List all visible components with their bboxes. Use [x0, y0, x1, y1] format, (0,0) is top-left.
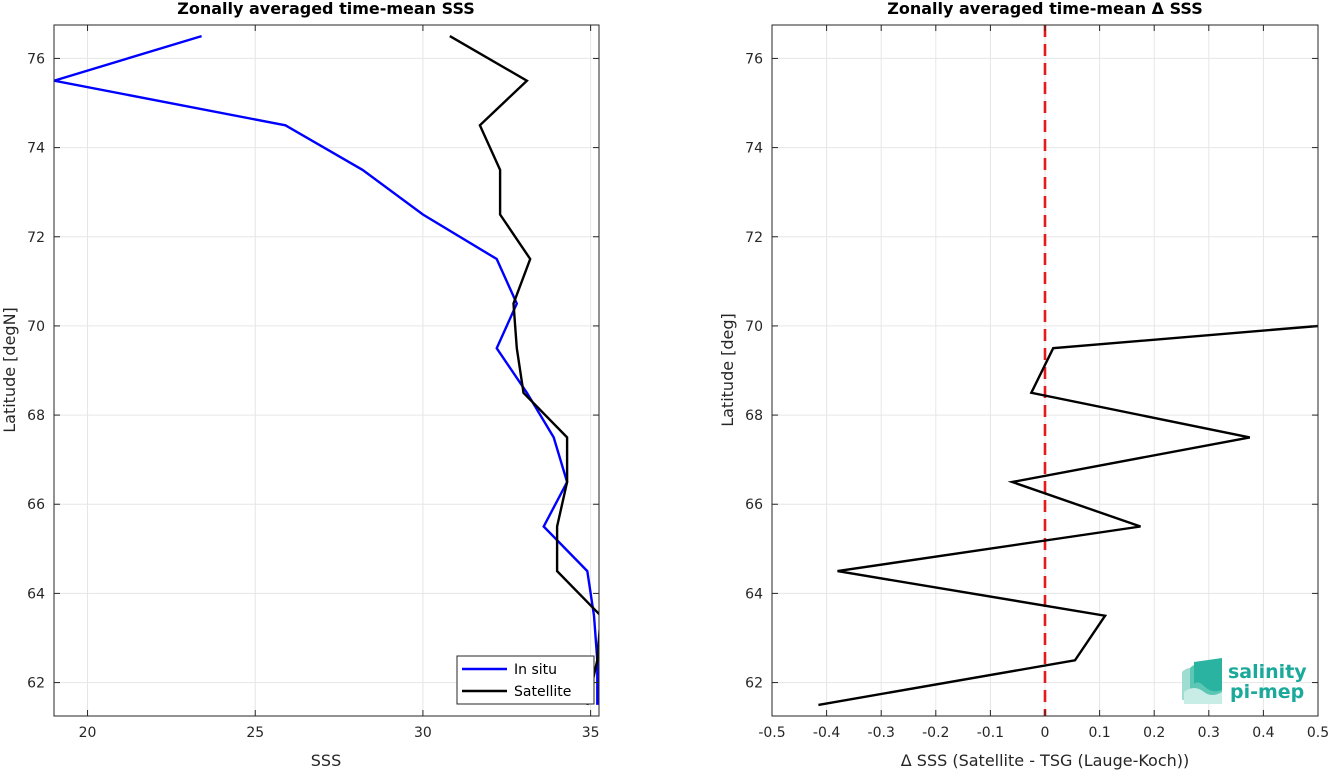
right-y-tick-label: 76: [745, 51, 763, 67]
right-chart: -0.5 -0.4 -0.3 -0.2 -0.1 0 0.1 0.2 0.3 0.4 0.5 62 64…: [718, 0, 1329, 770]
left-y-tick-label: 64: [27, 586, 45, 602]
left-y-tick-label: 68: [27, 408, 45, 424]
left-series-line-in-situ: [54, 34, 599, 705]
right-x-tick-label: 0.1: [1088, 725, 1110, 741]
left-ticks: 20 25 30 35 62 64 66 68 70 72 74 76: [27, 25, 600, 741]
left-x-tick-label: 25: [246, 725, 264, 741]
left-x-tick-label: 20: [79, 725, 97, 741]
right-x-axis-label: Δ SSS (Satellite - TSG (Lauge-Koch)): [901, 751, 1190, 770]
right-series-group: [818, 25, 1318, 716]
right-x-tick-label: -0.2: [922, 725, 949, 741]
left-y-tick-label: 72: [27, 230, 45, 246]
right-y-tick-label: 64: [745, 586, 763, 602]
left-gridlines: [54, 25, 599, 716]
left-x-tick-label: 30: [414, 725, 432, 741]
right-x-tick-label: -0.3: [868, 725, 895, 741]
left-chart: 20 25 30 35 62 64 66 68 70 72 74 76 Zonally average…: [0, 0, 600, 770]
legend-label-satellite: Satellite: [514, 684, 571, 700]
legend: In situ Satellite: [456, 655, 595, 705]
right-chart-title: Zonally averaged time-mean Δ SSS: [887, 0, 1203, 18]
left-chart-title: Zonally averaged time-mean SSS: [177, 0, 475, 18]
left-axes-box: [53, 24, 600, 717]
right-y-tick-label: 68: [745, 408, 763, 424]
legend-box: [456, 655, 595, 705]
right-y-tick-label: 62: [745, 676, 763, 692]
right-x-tick-label: -0.5: [758, 725, 785, 741]
right-y-axis-label: Latitude [deg]: [718, 313, 737, 427]
right-series-line-series-0: [818, 324, 1318, 707]
right-y-tick-label: 72: [745, 230, 763, 246]
right-x-tick-label: 0.5: [1307, 725, 1329, 741]
salinity-waves-icon: [1182, 658, 1222, 704]
left-plot-area: [54, 25, 599, 716]
right-y-tick-label: 66: [745, 497, 763, 513]
right-x-tick-label: -0.1: [977, 725, 1004, 741]
right-x-tick-label: 0.3: [1198, 725, 1220, 741]
right-y-tick-label: 74: [745, 141, 763, 157]
right-y-tick-label: 70: [745, 319, 763, 335]
left-y-tick-label: 74: [27, 141, 45, 157]
left-y-axis-label: Latitude [degN]: [0, 307, 19, 433]
logo-line-1: salinity: [1228, 661, 1307, 683]
right-x-tick-label: -0.4: [813, 725, 840, 741]
salinity-pi-mep-logo: salinity pi-mep: [1182, 658, 1307, 704]
right-x-tick-label: 0.2: [1143, 725, 1165, 741]
right-x-tick-label: 0.4: [1252, 725, 1274, 741]
left-x-tick-label: 35: [582, 725, 600, 741]
left-series-line-satellite: [449, 35, 599, 706]
right-ticks: -0.5 -0.4 -0.3 -0.2 -0.1 0 0.1 0.2 0.3 0.4 0.5 62 64…: [745, 25, 1329, 741]
legend-label-in-situ: In situ: [514, 662, 557, 678]
logo-line-2: pi-mep: [1230, 681, 1304, 703]
right-x-tick-label: 0: [1041, 725, 1050, 741]
left-y-tick-label: 62: [27, 676, 45, 692]
left-y-tick-label: 76: [27, 51, 45, 67]
left-y-tick-label: 70: [27, 319, 45, 335]
left-series-group: [54, 34, 599, 706]
left-x-axis-label: SSS: [311, 751, 341, 770]
left-y-tick-label: 66: [27, 497, 45, 513]
